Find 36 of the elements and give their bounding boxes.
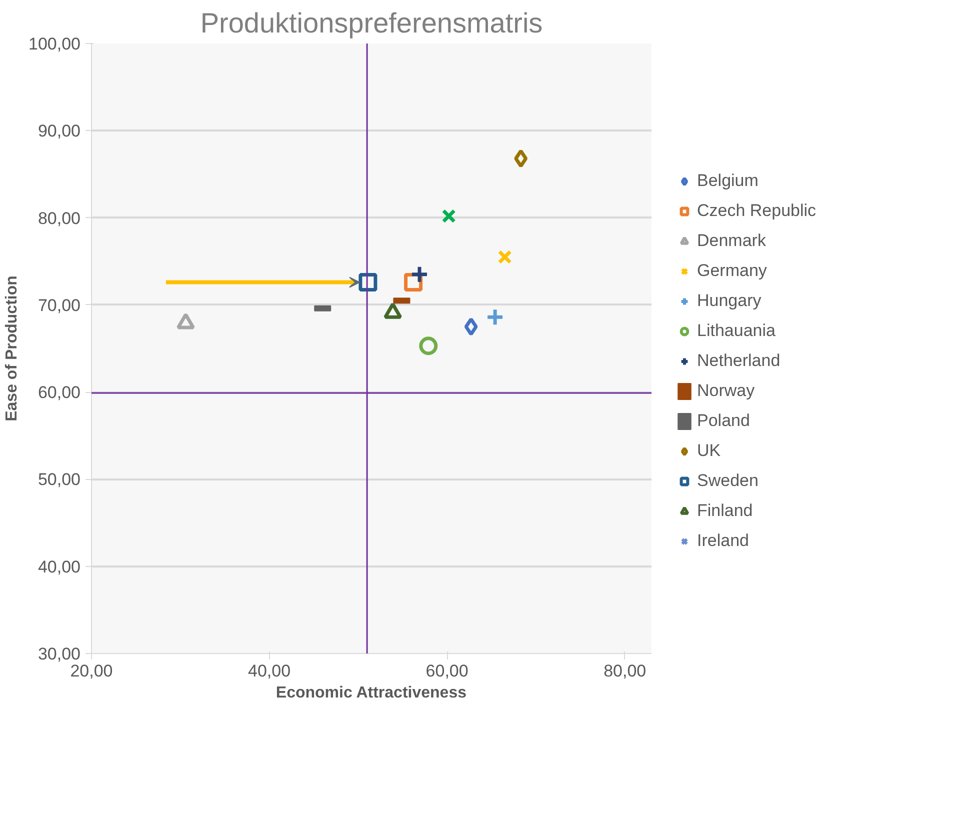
legend-label: Belgium xyxy=(697,171,758,191)
point xyxy=(464,317,478,336)
legend-label: UK xyxy=(697,441,721,461)
y-tick-label: 100,00 xyxy=(28,34,81,54)
x-tick-label: 80,00 xyxy=(604,662,646,680)
legend-label: Poland xyxy=(697,411,750,431)
legend-label: Netherland xyxy=(697,351,780,371)
point xyxy=(410,265,429,284)
legend-label: Ireland xyxy=(697,531,749,551)
y-tick-label: 40,00 xyxy=(38,557,81,576)
x-tick-label: 20,00 xyxy=(70,662,113,680)
point xyxy=(419,336,438,356)
y-axis-title: Ease of Production xyxy=(4,276,21,422)
y-tick-label: 80,00 xyxy=(38,208,81,228)
y-tick-label: 70,00 xyxy=(38,296,81,315)
x-axis-title: Economic Attractiveness xyxy=(276,684,467,702)
legend-label: Czech Republic xyxy=(697,201,816,221)
point xyxy=(358,273,378,292)
legend-label: Lithauania xyxy=(697,321,776,341)
point xyxy=(514,149,528,168)
x-tick-label: 40,00 xyxy=(248,662,291,680)
y-tick-label: 60,00 xyxy=(38,383,81,402)
point xyxy=(486,308,504,326)
legend-label: Denmark xyxy=(697,231,766,251)
legend-label: Finland xyxy=(697,501,753,521)
x-tick-label: 60,00 xyxy=(426,662,468,680)
chart-title: Produktionspreferensmatris xyxy=(200,8,543,38)
y-tick-label: 50,00 xyxy=(38,470,81,490)
legend-label: Sweden xyxy=(697,471,758,491)
legend-label: Hungary xyxy=(697,291,762,311)
y-tick-label: 30,00 xyxy=(38,644,81,664)
legend-label: Germany xyxy=(697,261,767,281)
point xyxy=(442,208,456,224)
y-tick-label: 90,00 xyxy=(38,122,81,141)
legend-label: Norway xyxy=(697,381,755,401)
point xyxy=(498,250,512,264)
